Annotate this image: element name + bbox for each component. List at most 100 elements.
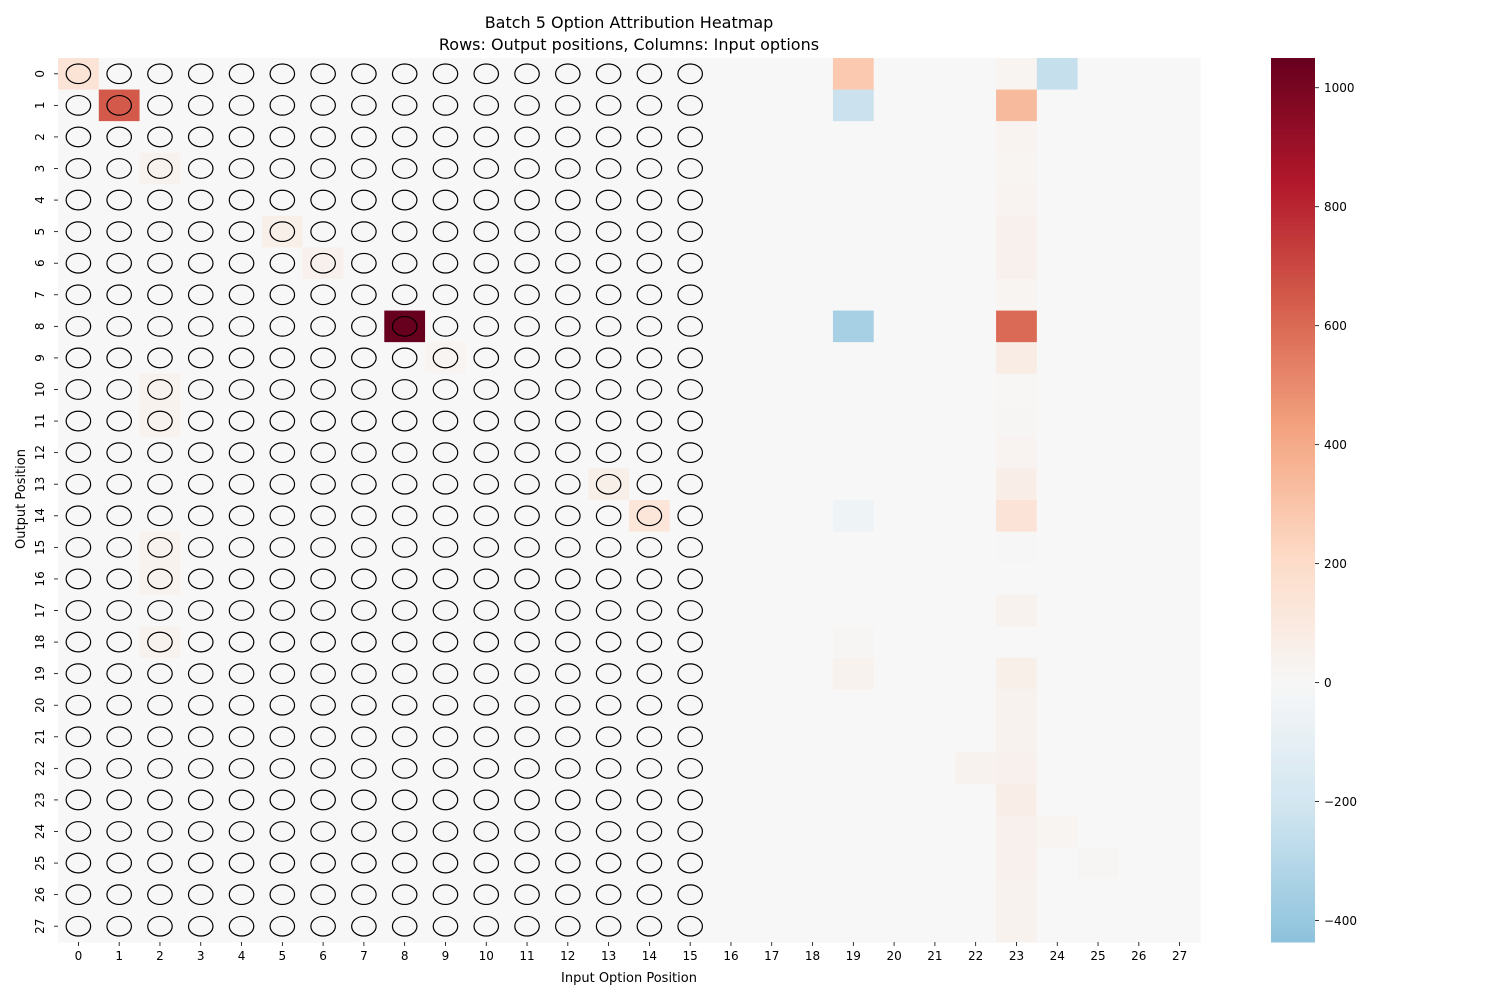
- cell-marker-r7-c14: [636, 284, 663, 306]
- heatmap-cell-r10-c6: [302, 373, 345, 406]
- cell-marker-r13-c11: [514, 473, 540, 495]
- cell-marker-r8-c3: [187, 315, 214, 337]
- y-tick-label: 15: [33, 540, 47, 555]
- heatmap-cell-r13-c0: [58, 468, 100, 501]
- heatmap-cell-r4-c17: [751, 184, 793, 217]
- heatmap-cell-r26-c0: [58, 878, 100, 912]
- heatmap-cell-r19-c13: [588, 657, 630, 691]
- colorbar-segment: [1271, 871, 1315, 877]
- heatmap-cell-r23-c6: [302, 784, 345, 817]
- cell-marker-r12-c5: [269, 442, 296, 464]
- cell-marker-r2-c3: [187, 126, 214, 148]
- heatmap-cell-r27-c17: [751, 910, 793, 943]
- colorbar-segment: [1271, 725, 1315, 731]
- heatmap-cell-r20-c8: [384, 689, 426, 722]
- heatmap-cell-r6-c20: [873, 247, 916, 280]
- heatmap-cell-r11-c8: [384, 405, 426, 438]
- cell-marker-r16-c5: [269, 568, 296, 590]
- heatmap-cell-r26-c25: [1077, 878, 1120, 912]
- cell-marker-r25-c2: [147, 852, 173, 874]
- cell-marker-r2-c11: [514, 126, 540, 148]
- cell-marker-r18-c15: [677, 631, 704, 653]
- cell-marker-r24-c3: [187, 821, 214, 842]
- y-tick-label: 1: [33, 102, 47, 110]
- heatmap-cell-r17-c24: [1036, 594, 1079, 627]
- heatmap-cell-r8-c27: [1159, 310, 1201, 343]
- cell-marker-r8-c14: [636, 315, 663, 337]
- cell-marker-r17-c1: [106, 600, 133, 621]
- cell-marker-r16-c10: [473, 568, 500, 590]
- heatmap-cell-r3-c19: [832, 152, 875, 185]
- cell-marker-r13-c9: [432, 473, 459, 495]
- heatmap-cell-r16-c2: [139, 563, 181, 596]
- heatmap-cell-r3-c11: [506, 152, 549, 185]
- heatmap-cell-r24-c0: [58, 815, 100, 848]
- cell-marker-r22-c3: [187, 757, 214, 779]
- heatmap-cell-r3-c24: [1036, 152, 1079, 185]
- cell-marker-r11-c10: [473, 410, 500, 432]
- heatmap-cell-r17-c22: [955, 594, 997, 627]
- heatmap-cell-r13-c4: [221, 468, 263, 501]
- heatmap-cell-r16-c20: [873, 563, 916, 596]
- heatmap-cell-r11-c2: [139, 405, 181, 438]
- cell-marker-r26-c11: [514, 884, 540, 906]
- cell-marker-r6-c9: [432, 252, 459, 274]
- heatmap-cell-r18-c27: [1159, 626, 1201, 659]
- heatmap-cell-r9-c20: [873, 342, 916, 375]
- cell-marker-r5-c9: [432, 221, 459, 243]
- heatmap-cell-r10-c21: [914, 373, 956, 406]
- cell-marker-r10-c9: [432, 379, 459, 400]
- colorbar-segment: [1271, 592, 1315, 598]
- heatmap-cell-r13-c13: [588, 468, 630, 501]
- cell-marker-r22-c15: [677, 757, 704, 779]
- heatmap-cell-r10-c17: [751, 373, 793, 406]
- cell-marker-r11-c4: [228, 410, 255, 432]
- heatmap-cell-r11-c15: [669, 405, 712, 438]
- heatmap-cell-r9-c19: [832, 342, 875, 375]
- heatmap-cell-r6-c26: [1118, 247, 1160, 280]
- cell-marker-r24-c5: [269, 821, 296, 842]
- heatmap-cell-r22-c10: [465, 752, 508, 785]
- cell-marker-r21-c11: [514, 726, 540, 748]
- cell-marker-r22-c7: [351, 757, 377, 779]
- heatmap-cell-r4-c19: [832, 184, 875, 217]
- heatmap-cell-r7-c20: [873, 279, 916, 312]
- cell-marker-r11-c6: [310, 410, 336, 432]
- cell-marker-r27-c7: [351, 915, 377, 937]
- colorbar-segment: [1271, 159, 1315, 165]
- heatmap-cell-r7-c12: [547, 279, 589, 312]
- cell-marker-r14-c2: [147, 505, 173, 527]
- cell-marker-r17-c11: [514, 600, 540, 621]
- heatmap-cell-r23-c23: [996, 784, 1038, 817]
- heatmap-cell-r13-c21: [914, 468, 956, 501]
- heatmap-cell-r16-c22: [955, 563, 997, 596]
- cell-marker-r25-c12: [554, 852, 581, 874]
- heatmap-cell-r1-c24: [1036, 89, 1079, 122]
- heatmap-cell-r25-c14: [629, 847, 671, 880]
- heatmap-cell-r25-c20: [873, 847, 916, 880]
- cell-marker-r9-c12: [554, 347, 581, 369]
- heatmap-cell-r2-c12: [547, 121, 589, 154]
- heatmap-cell-r23-c16: [710, 784, 752, 817]
- colorbar-segment: [1271, 858, 1315, 863]
- heatmap-cell-r21-c10: [465, 721, 508, 754]
- cell-marker-r20-c3: [187, 694, 214, 716]
- heatmap-cell-r1-c14: [629, 89, 671, 122]
- cell-marker-r15-c2: [147, 536, 173, 558]
- y-tick-label: 0: [33, 70, 47, 78]
- heatmap-cell-r26-c22: [955, 878, 997, 912]
- cell-marker-r12-c10: [473, 442, 500, 464]
- heatmap-cell-r27-c15: [669, 910, 712, 943]
- heatmap-cell-r25-c10: [465, 847, 508, 880]
- heatmap-cell-r27-c1: [98, 910, 141, 943]
- cell-marker-r24-c6: [310, 821, 336, 842]
- heatmap-cell-r6-c16: [710, 247, 752, 280]
- heatmap-cell-r6-c4: [221, 247, 263, 280]
- heatmap-cell-r20-c11: [506, 689, 549, 722]
- heatmap-cell-r12-c8: [384, 436, 426, 470]
- heatmap-cell-r11-c10: [465, 405, 508, 438]
- colorbar-segment: [1271, 690, 1315, 695]
- cell-marker-r8-c6: [310, 315, 336, 337]
- heatmap-cell-r15-c25: [1077, 531, 1120, 564]
- cell-marker-r16-c0: [65, 568, 92, 590]
